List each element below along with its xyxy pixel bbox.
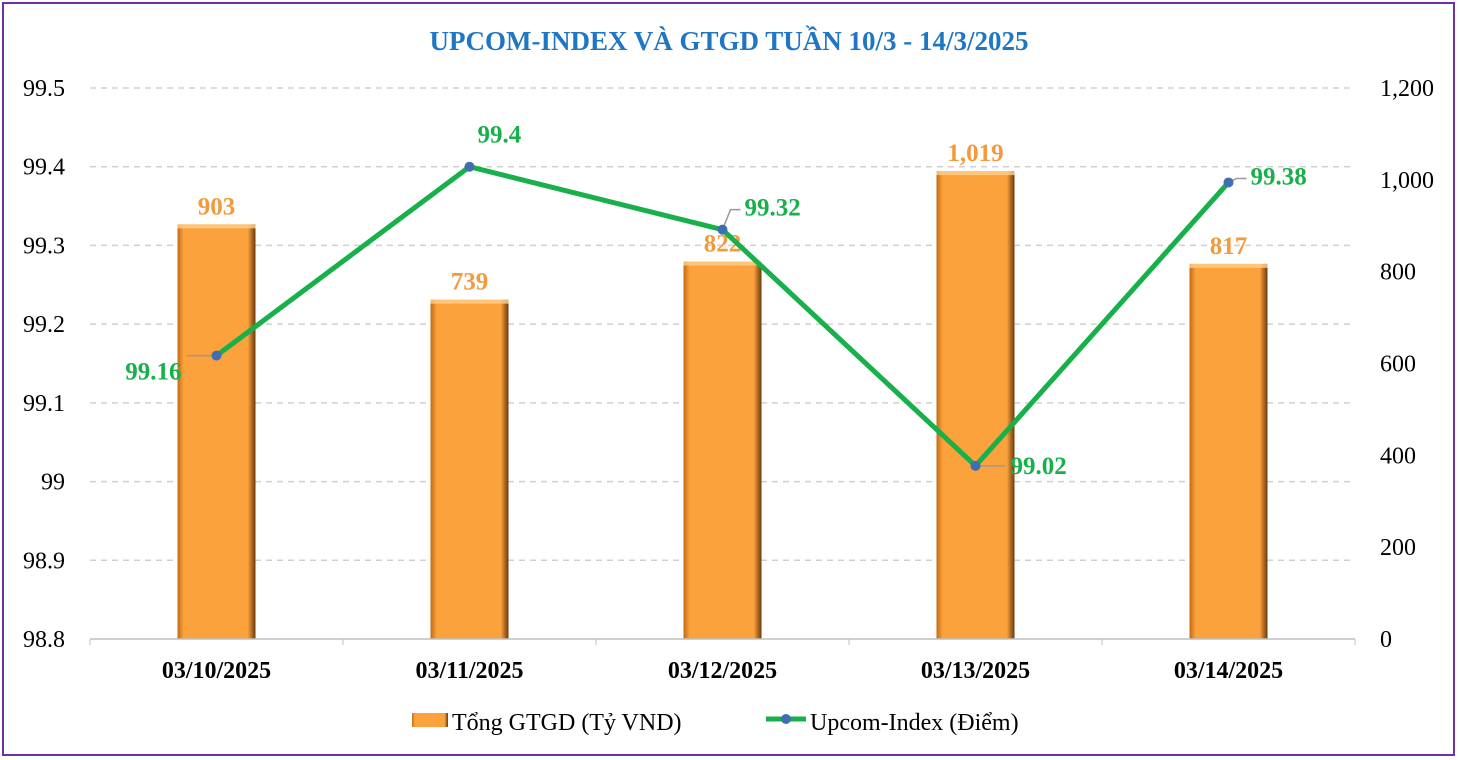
bar-bevel	[1189, 263, 1268, 268]
legend-bar-swatch	[412, 713, 448, 727]
legend: Tổng GTGD (Tỷ VND) Upcom-Index (Điểm)	[412, 710, 1019, 736]
bar	[683, 261, 762, 639]
x-axis-tick-label: 03/11/2025	[415, 658, 523, 684]
left-axis-tick-label: 98.8	[23, 627, 65, 653]
left-axis-tick-label: 99.1	[23, 391, 65, 417]
bar-bevel	[936, 171, 1015, 176]
index-marker	[464, 161, 475, 172]
left-axis-tick-label: 99	[41, 470, 65, 496]
index-data-label: 99.38	[1251, 163, 1307, 190]
x-axis-tick-label: 03/10/2025	[162, 658, 271, 684]
left-axis-tick-label: 98.9	[23, 548, 65, 574]
legend-line-label: Upcom-Index (Điểm)	[810, 710, 1019, 736]
left-axis-tick-label: 99.3	[23, 233, 65, 259]
right-axis-tick-label: 1,200	[1380, 76, 1434, 102]
bar-data-label: 1,019	[947, 140, 1003, 167]
right-axis-tick-label: 600	[1380, 352, 1416, 378]
left-axis-tick-label: 99.4	[23, 155, 65, 181]
index-marker	[717, 224, 728, 235]
bar-bevel	[430, 299, 509, 304]
index-marker	[211, 350, 222, 361]
index-data-label: 99.16	[125, 359, 181, 386]
legend-line-marker	[781, 714, 791, 724]
bar-bevel	[177, 224, 256, 229]
right-axis-tick-label: 800	[1380, 260, 1416, 286]
bar-data-label: 817	[1210, 233, 1248, 260]
bar	[430, 299, 509, 639]
bar	[936, 171, 1015, 639]
bar-data-label: 739	[451, 269, 489, 296]
right-axis-tick-label: 1,000	[1380, 168, 1434, 194]
x-axis-tick-label: 03/12/2025	[668, 658, 777, 684]
bar-bevel	[683, 261, 762, 266]
right-axis-tick-label: 400	[1380, 443, 1416, 469]
bar	[177, 224, 256, 639]
index-data-label: 99.02	[1011, 453, 1067, 480]
bar	[1189, 263, 1268, 639]
chart-title: UPCOM-INDEX VÀ GTGD TUẦN 10/3 - 14/3/202…	[429, 25, 1028, 56]
left-axis-tick-label: 99.2	[23, 312, 65, 338]
leader-line	[721, 208, 741, 230]
x-axis-tick-label: 03/13/2025	[921, 658, 1030, 684]
index-data-label: 99.32	[745, 195, 801, 222]
left-axis-tick-label: 99.5	[23, 76, 65, 102]
index-data-label: 99.4	[478, 122, 522, 149]
index-marker	[970, 460, 981, 471]
index-marker	[1223, 177, 1234, 188]
right-axis-tick-label: 200	[1380, 535, 1416, 561]
bar-data-label: 903	[198, 193, 236, 220]
x-axis-tick-label: 03/14/2025	[1174, 658, 1283, 684]
right-axis-tick-label: 0	[1380, 627, 1392, 653]
legend-bar-label: Tổng GTGD (Tỷ VND)	[452, 710, 682, 736]
